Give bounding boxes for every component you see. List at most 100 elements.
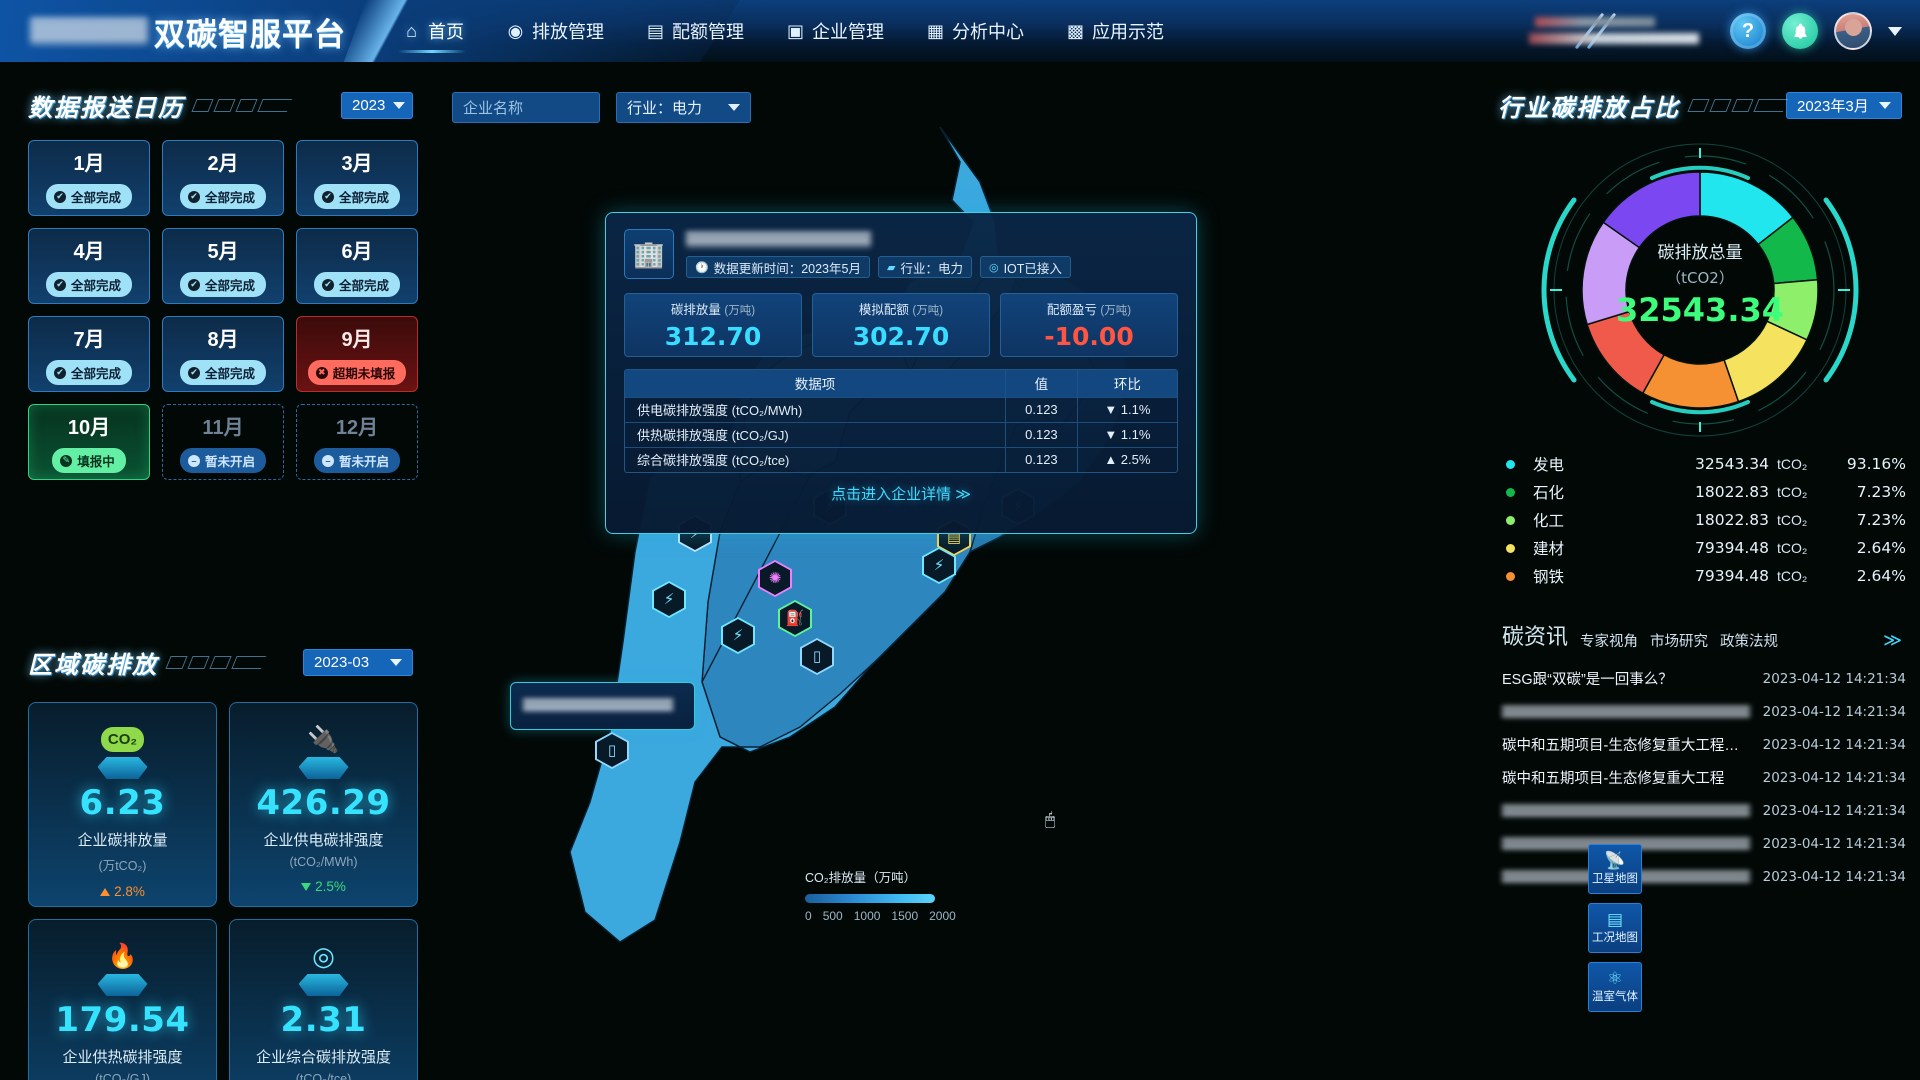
table-cell-value: 0.123 xyxy=(1005,421,1078,447)
molecule-icon: ⚛ xyxy=(1607,969,1623,988)
region-month-select[interactable]: 2023-03 xyxy=(303,648,413,676)
left-panel: 数据报送日历 2023 1月 ✔ 全部完成 2月 ✔ 全部完成 3月 ✔ 全部完成 4月 ✔ 全部完成… xyxy=(0,62,440,1080)
news-item-1[interactable]: 2023-04-12 14:21:34 xyxy=(1502,695,1906,728)
legend-percent: 93.16% xyxy=(1846,455,1906,473)
legend-row-0[interactable]: 发电 32543.34 tCO₂ 93.16% xyxy=(1506,450,1906,478)
news-item-list: ESG跟“双碳”是一回事么？ 2023-04-12 14:21:34 2023-04… xyxy=(1502,662,1906,893)
popup-tag-0: 🕐 数据更新时间：2023年5月 xyxy=(686,256,870,278)
refinery-marker[interactable]: ⛽ xyxy=(778,600,812,637)
bell-icon[interactable] xyxy=(1782,13,1818,49)
legend-percent: 7.23% xyxy=(1856,511,1906,529)
power-plant-marker[interactable]: ⚡ xyxy=(922,547,956,584)
donut-slice-建材[interactable] xyxy=(1723,320,1808,403)
table-cell-value: 0.123 xyxy=(1005,446,1078,472)
news-item-6[interactable]: 2023-04-12 14:21:34 xyxy=(1502,860,1906,893)
enterprise-popup-card[interactable]: 🏢 🕐 数据更新时间：2023年5月 ▰ 行业：电力 ◎ IOT已接入 碳排放量 (万吨)… xyxy=(605,212,1197,534)
industry-donut-chart[interactable]: 碳排放总量 （tCO2） 32543.34 xyxy=(1502,140,1898,440)
map-tool-2[interactable]: ⚛ 温室气体 xyxy=(1588,962,1642,1012)
region-kpi-grid: CO₂ 6.23 企业碳排放量 (万tCO₂) 2.8% 🔌 426.29 企业供电碳排强度 (… xyxy=(28,702,418,1080)
marker-body xyxy=(654,583,684,616)
calendar-month-8[interactable]: 8月 ✔ 全部完成 xyxy=(162,316,284,392)
chevron-double-right-icon[interactable]: ≫ xyxy=(1883,630,1902,650)
nav-item-1[interactable]: ◉ 排放管理 xyxy=(502,14,608,48)
news-item-2[interactable]: 碳中和五期项目-生态修复重大工程… 2023-04-12 14:21:34 xyxy=(1502,728,1906,761)
industry-select[interactable]: 行业：电力 xyxy=(616,92,751,123)
kpi-value: 2.31 xyxy=(280,1000,367,1040)
industry-share-title: 行业碳排放占比 xyxy=(1498,93,1680,122)
kpi-name: 企业供热碳排强度 xyxy=(62,1049,183,1066)
calendar-month-11[interactable]: 11月 – 暂未开启 xyxy=(162,404,284,480)
popup-metric-label: 碳排放量 (万吨) xyxy=(670,303,756,317)
calendar-month-5[interactable]: 5月 ✔ 全部完成 xyxy=(162,228,284,304)
nav-item-5[interactable]: ▩ 应用示范 xyxy=(1062,14,1168,48)
calendar-month-12[interactable]: 12月 – 暂未开启 xyxy=(296,404,418,480)
power-plant-marker[interactable]: ⚡ xyxy=(652,581,686,618)
nav-item-3[interactable]: ▣ 企业管理 xyxy=(782,14,888,48)
legend-row-2[interactable]: 化工 18022.83 tCO₂ 7.23% xyxy=(1506,506,1906,534)
calendar-month-10[interactable]: 10月 ✎ 填报中 xyxy=(28,404,150,480)
news-item-0[interactable]: ESG跟“双碳”是一回事么？ 2023-04-12 14:21:34 xyxy=(1502,662,1906,695)
kpi-card-1[interactable]: 🔌 426.29 企业供电碳排强度 (tCO₂/MWh) 2.5% xyxy=(229,702,418,907)
calendar-month-9[interactable]: 9月 ✖ 超期未填报 xyxy=(296,316,418,392)
kpi-unit: (tCO₂/MWh) xyxy=(289,855,358,869)
app-title: 双碳智服平台 xyxy=(154,16,346,53)
news-item-5[interactable]: 2023-04-12 14:21:34 xyxy=(1502,827,1906,860)
enterprise-detail-link[interactable]: 点击进入企业详情 ≫ xyxy=(831,486,971,503)
legend-row-3[interactable]: 建材 79394.48 tCO₂ 2.64% xyxy=(1506,534,1906,562)
calendar-month-2[interactable]: 2月 ✔ 全部完成 xyxy=(162,140,284,216)
app-logo[interactable]: 双碳智服平台 xyxy=(30,8,346,54)
news-item-3[interactable]: 碳中和五期项目-生态修复重大工程 2023-04-12 14:21:34 xyxy=(1502,761,1906,794)
news-title-blurred xyxy=(1502,837,1750,850)
marker-body xyxy=(780,602,810,635)
calendar-month-3[interactable]: 3月 ✔ 全部完成 xyxy=(296,140,418,216)
close-icon: ✖ xyxy=(315,366,328,379)
question-mark-icon[interactable]: ? xyxy=(1730,13,1766,49)
news-tab-2[interactable]: 政策法规 xyxy=(1720,634,1779,650)
calendar-month-1[interactable]: 1月 ✔ 全部完成 xyxy=(28,140,150,216)
calendar-month-4[interactable]: 4月 ✔ 全部完成 xyxy=(28,228,150,304)
news-tab-0[interactable]: 专家视角 xyxy=(1580,634,1639,650)
user-avatar[interactable] xyxy=(1834,12,1872,50)
popup-tag-2: ◎ IOT已接入 xyxy=(979,256,1071,278)
calendar-month-7[interactable]: 7月 ✔ 全部完成 xyxy=(28,316,150,392)
search-input[interactable]: 企业名称 xyxy=(452,92,600,123)
calendar-year-select[interactable]: 2023 xyxy=(341,91,413,119)
chemical-marker[interactable]: ✺ xyxy=(758,560,792,597)
legend-row-1[interactable]: 石化 18022.83 tCO₂ 7.23% xyxy=(1506,478,1906,506)
industry-period-select[interactable]: 2023年3月 xyxy=(1786,91,1902,119)
paper-marker[interactable]: ▯ xyxy=(800,638,834,675)
legend-color-dot xyxy=(1506,487,1515,497)
power-plant-marker[interactable]: ⚡ xyxy=(721,617,755,654)
nav-item-0[interactable]: ⌂ 首页 xyxy=(398,14,468,48)
legend-tick-0: 0 xyxy=(805,909,812,923)
kpi-card-0[interactable]: CO₂ 6.23 企业碳排放量 (万tCO₂) 2.8% xyxy=(28,702,217,907)
status-badge: ✔ 全部完成 xyxy=(179,360,266,385)
donut-slice-航空[interactable] xyxy=(1602,171,1701,249)
popup-metric-unit: (万吨) xyxy=(1100,305,1132,317)
paper-marker[interactable]: ▯ xyxy=(595,732,629,769)
main-navigation: ⌂ 首页 ◉ 排放管理 ▤ 配额管理 ▣ 企业管理 ▦ 分析中心 ▩ 应用示范 xyxy=(398,0,1168,62)
factory-icon: ▰ xyxy=(886,261,896,274)
nav-item-2[interactable]: ▤ 配额管理 xyxy=(642,14,748,48)
kpi-value: 426.29 xyxy=(256,783,391,823)
calendar-month-6[interactable]: 6月 ✔ 全部完成 xyxy=(296,228,418,304)
map-tool-0[interactable]: 📡 卫星地图 xyxy=(1588,844,1642,894)
status-badge: ✔ 全部完成 xyxy=(179,272,266,297)
kpi-unit: (tCO₂/tce) xyxy=(295,1072,352,1080)
nav-item-label: 企业管理 xyxy=(812,22,884,42)
legend-name: 石化 xyxy=(1533,485,1565,502)
news-tab-1[interactable]: 市场研究 xyxy=(1650,634,1709,650)
nav-item-4[interactable]: ▦ 分析中心 xyxy=(922,14,1028,48)
map-tool-1[interactable]: ▤ 工况地图 xyxy=(1588,903,1642,953)
news-item-4[interactable]: 2023-04-12 14:21:34 xyxy=(1502,794,1906,827)
map-tool-label: 温室气体 xyxy=(1592,991,1638,1003)
legend-unit: tCO₂ xyxy=(1777,484,1808,500)
analysis-icon: ▦ xyxy=(926,20,944,41)
kpi-name: 企业供电碳排强度 xyxy=(263,832,384,849)
legend-row-4[interactable]: 钢铁 79394.48 tCO₂ 2.64% xyxy=(1506,562,1906,590)
popup-metric-unit: (万吨) xyxy=(912,305,944,317)
marker-body xyxy=(597,734,627,767)
chevron-down-icon[interactable] xyxy=(1888,26,1902,36)
